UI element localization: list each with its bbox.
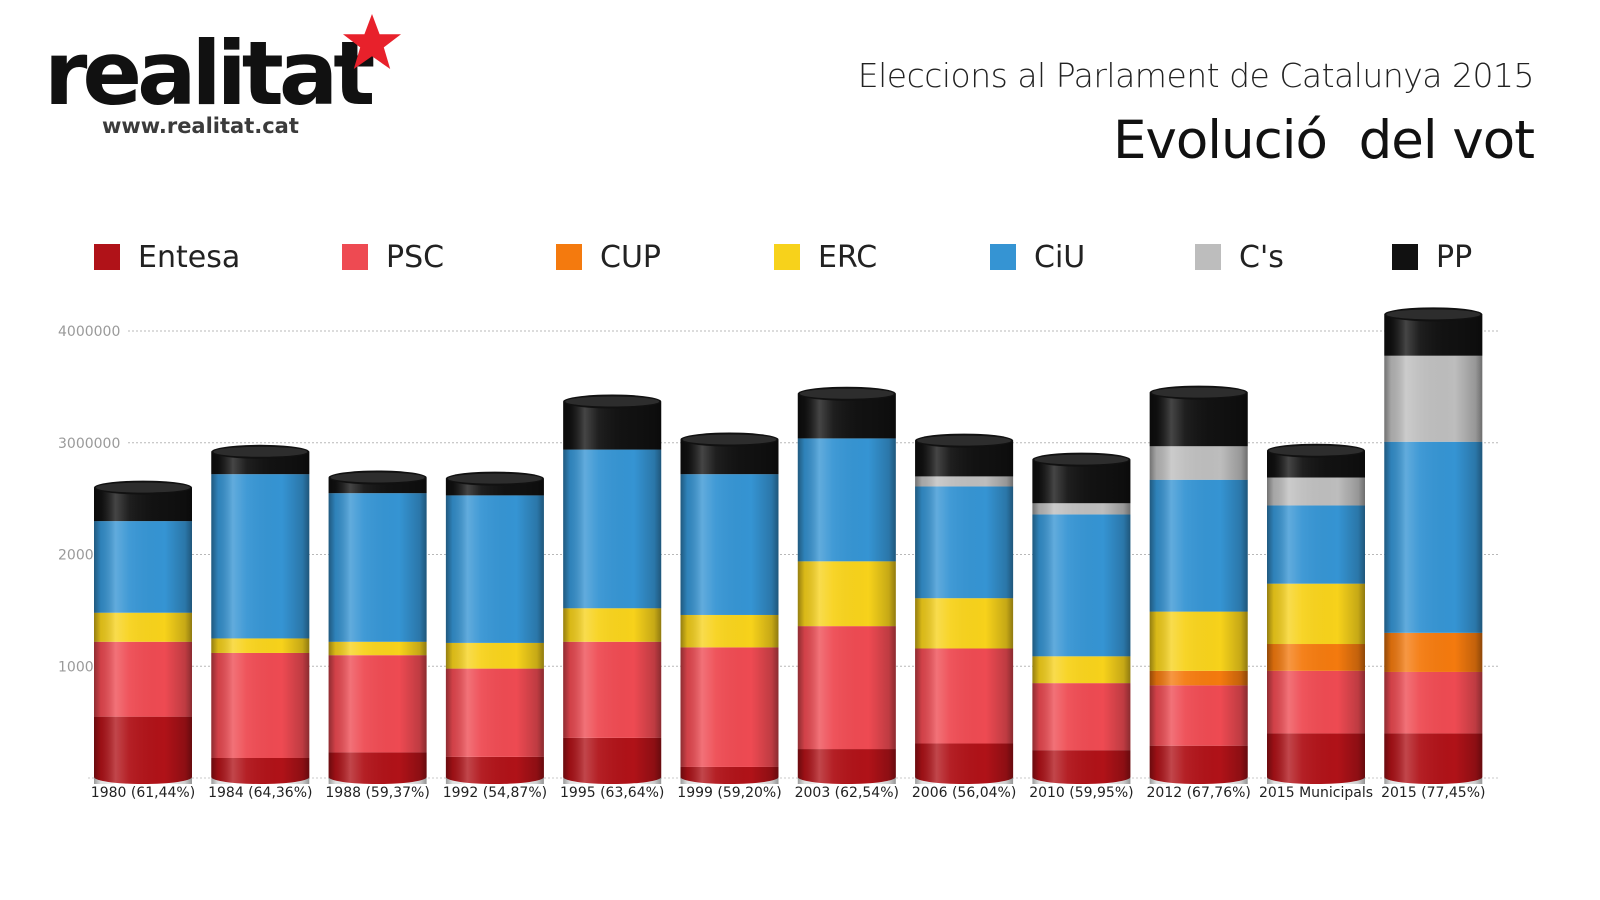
legend-label: CiU xyxy=(1034,239,1086,275)
x-tick-label: 1995 (63,64%) xyxy=(560,785,664,801)
page-title: Eleccions al Parlament de Catalunya 2015 xyxy=(857,56,1535,95)
bar-stack xyxy=(1149,385,1248,785)
bar-stack xyxy=(1384,307,1483,785)
bar-top-cap xyxy=(211,444,310,459)
y-tick-label: 3000000 xyxy=(58,436,120,452)
legend-item: CUP xyxy=(556,232,661,282)
bar-top-highlight xyxy=(1034,454,1129,465)
legend-label: C's xyxy=(1239,239,1284,275)
legend-item: PSC xyxy=(342,232,444,282)
legend-item: CiU xyxy=(990,232,1085,282)
legend-label: ERC xyxy=(818,239,878,275)
bar-top-cap xyxy=(563,394,662,409)
legend-label: PP xyxy=(1436,239,1473,275)
bar-shading xyxy=(563,401,662,784)
bar-top-cap xyxy=(1032,452,1131,467)
bar-top-highlight xyxy=(96,482,190,493)
legend-swatch-icon xyxy=(1392,244,1418,270)
x-tick-label: 1999 (59,20%) xyxy=(677,785,781,801)
bar-stack xyxy=(328,470,427,785)
x-tick-label: 2010 (59,95%) xyxy=(1029,785,1133,801)
bar-top-cap xyxy=(328,470,427,485)
bar-top-highlight xyxy=(799,388,894,399)
bar-top-cap xyxy=(797,386,896,401)
x-tick-label: 2015 (77,45%) xyxy=(1381,785,1485,801)
bar-top-cap xyxy=(915,433,1014,448)
bar-shading xyxy=(211,451,310,784)
bar-top-highlight xyxy=(1386,309,1481,320)
x-tick-label: 2012 (67,76%) xyxy=(1147,785,1251,801)
bar-shading xyxy=(1149,392,1248,784)
x-tick-label: 1988 (59,37%) xyxy=(325,785,429,801)
bar-stack xyxy=(563,394,662,785)
bar-stack xyxy=(680,432,779,785)
bar-stack xyxy=(1267,443,1365,784)
bar-shading xyxy=(797,393,896,784)
legend-swatch-icon xyxy=(1195,244,1221,270)
bar-shading xyxy=(1032,459,1131,784)
bar-top-highlight xyxy=(565,396,660,407)
bar-top-cap xyxy=(94,480,192,495)
realitat-logo: realitat www.realitat.cat xyxy=(44,10,444,140)
bar-top-highlight xyxy=(213,446,308,457)
bar-stack xyxy=(915,433,1014,785)
legend-item: Entesa xyxy=(94,232,240,282)
bar-top-highlight xyxy=(447,473,542,484)
bar-shading xyxy=(915,440,1014,784)
legend-item: C's xyxy=(1195,232,1284,282)
bar-top-cap xyxy=(1149,385,1248,400)
bar-stack xyxy=(797,386,896,785)
bar-top-highlight xyxy=(330,472,425,483)
bar-stack xyxy=(211,444,310,784)
legend-swatch-icon xyxy=(774,244,800,270)
y-tick-label: 4000000 xyxy=(58,324,120,340)
bar-shading xyxy=(680,439,779,784)
x-tick-label: 2015 Municipals xyxy=(1259,785,1373,801)
x-tick-label: 2003 (62,54%) xyxy=(795,785,899,801)
bar-top-cap xyxy=(1267,443,1365,458)
legend-label: CUP xyxy=(600,239,661,275)
bar-shading xyxy=(1384,314,1483,784)
chart-legend: Entesa PSC CUP ERC CiU C's PP xyxy=(0,232,1600,282)
bar-top-highlight xyxy=(1151,387,1246,398)
legend-swatch-icon xyxy=(990,244,1016,270)
bar-top-highlight xyxy=(682,434,777,445)
legend-swatch-icon xyxy=(556,244,582,270)
bar-shading xyxy=(1267,450,1365,784)
legend-label: Entesa xyxy=(138,239,241,275)
x-tick-label: 1992 (54,87%) xyxy=(443,785,547,801)
bar-stack xyxy=(1032,452,1131,785)
x-tick-label: 1980 (61,44%) xyxy=(91,785,195,801)
bar-top-cap xyxy=(1384,307,1483,322)
bar-top-highlight xyxy=(917,435,1012,446)
legend-item: ERC xyxy=(774,232,877,282)
x-tick-label: 2006 (56,04%) xyxy=(912,785,1016,801)
bar-shading xyxy=(94,487,192,784)
bar-stack xyxy=(94,480,192,784)
x-tick-label: 1984 (64,36%) xyxy=(208,785,312,801)
bar-stack xyxy=(445,471,544,784)
legend-swatch-icon xyxy=(342,244,368,270)
bar-top-highlight xyxy=(1269,445,1363,456)
legend-swatch-icon xyxy=(94,244,120,270)
bar-shading xyxy=(328,477,427,784)
bar-top-cap xyxy=(680,432,779,447)
bar-shading xyxy=(445,478,544,784)
star-icon xyxy=(343,14,401,69)
legend-label: PSC xyxy=(386,239,445,275)
bar-top-cap xyxy=(445,471,544,486)
logo-wordmark: realitat xyxy=(44,22,375,125)
logo-url: www.realitat.cat xyxy=(102,114,299,138)
page-subtitle: Evolució del vot xyxy=(1113,110,1535,171)
legend-item: PP xyxy=(1392,232,1472,282)
